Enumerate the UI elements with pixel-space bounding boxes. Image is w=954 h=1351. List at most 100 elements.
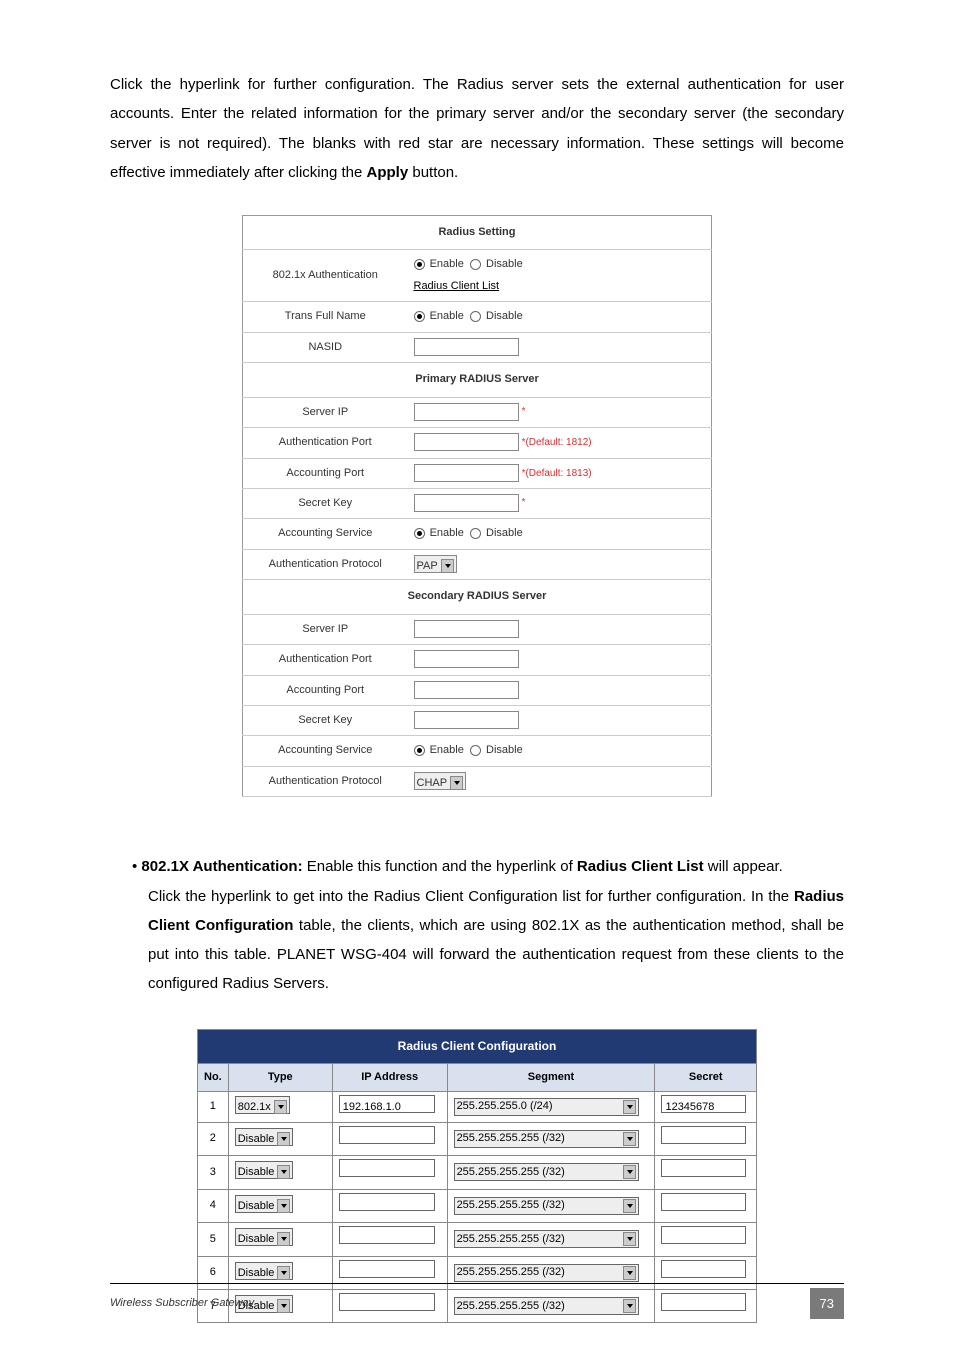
row-no: 3 — [198, 1156, 229, 1189]
disable-text: Disable — [486, 258, 523, 270]
col-ip: IP Address — [332, 1063, 447, 1091]
client-table-title: Radius Client Configuration — [198, 1029, 757, 1063]
intro-text-post: button. — [408, 164, 458, 181]
s-authport-input[interactable] — [414, 650, 519, 668]
row-ip-cell — [332, 1156, 447, 1189]
col-no: No. — [198, 1063, 229, 1091]
segment-select[interactable]: 255.255.255.255 (/32) — [454, 1230, 639, 1248]
s-acct-enable-radio[interactable] — [414, 745, 425, 756]
s-acctport-input[interactable] — [414, 681, 519, 699]
table-row: 5Disable255.255.255.255 (/32) — [198, 1223, 757, 1256]
ip-input[interactable] — [339, 1159, 436, 1177]
secret-input[interactable]: 12345678 — [661, 1095, 745, 1113]
p-secret-input[interactable] — [414, 494, 519, 512]
trans-full-name-label: Trans Full Name — [243, 302, 408, 332]
auth-disable-radio[interactable] — [470, 259, 481, 270]
type-select[interactable]: Disable — [235, 1161, 294, 1179]
dropdown-arrow-icon — [441, 559, 454, 573]
segment-select[interactable]: 255.255.255.0 (/24) — [454, 1098, 639, 1116]
s-serverip-label: Server IP — [243, 614, 408, 644]
radius-setting-header: Radius Setting — [243, 216, 712, 250]
nasid-input[interactable] — [414, 338, 519, 356]
dropdown-arrow-icon — [623, 1232, 636, 1246]
table-row: 2 Disable 255.255.255.255 (/32) — [198, 1122, 757, 1155]
primary-header: Primary RADIUS Server — [243, 363, 712, 397]
segment-select[interactable]: 255.255.255.255 (/32) — [454, 1197, 639, 1215]
p-acct-enable-radio[interactable] — [414, 528, 425, 539]
nasid-label: NASID — [243, 332, 408, 362]
dropdown-arrow-icon — [274, 1100, 287, 1114]
row-secret-cell — [655, 1122, 757, 1155]
p-acct-disable-radio[interactable] — [470, 528, 481, 539]
dropdown-arrow-icon — [623, 1132, 636, 1146]
ip-input[interactable] — [339, 1260, 436, 1278]
radius-setting-table: Radius Setting 802.1x Authentication Ena… — [242, 215, 712, 797]
ip-input[interactable] — [339, 1226, 436, 1244]
row-secret-cell — [655, 1189, 757, 1222]
p-acctport-hint: *(Default: 1813) — [522, 468, 592, 479]
intro-apply-bold: Apply — [367, 164, 409, 181]
p-authport-input[interactable] — [414, 433, 519, 451]
p-acctport-label: Accounting Port — [243, 458, 408, 488]
row-ip-cell — [332, 1223, 447, 1256]
ip-input[interactable] — [339, 1193, 436, 1211]
table-row: 3 Disable 255.255.255.255 (/32) — [198, 1156, 757, 1189]
dropdown-arrow-icon — [277, 1266, 290, 1280]
s-authport-label: Authentication Port — [243, 645, 408, 675]
secret-input[interactable] — [661, 1260, 745, 1278]
table-row: 4Disable255.255.255.255 (/32) — [198, 1189, 757, 1222]
segment-select[interactable]: 255.255.255.255 (/32) — [454, 1264, 639, 1282]
footer-title: Wireless Subscriber Gateway — [110, 1293, 254, 1314]
dropdown-arrow-icon — [623, 1100, 636, 1114]
row-type-cell: 802.1x — [228, 1092, 332, 1122]
row-secret-cell: 12345678 — [655, 1092, 757, 1122]
row-type-cell: Disable — [228, 1122, 332, 1155]
p-acctport-input[interactable] — [414, 464, 519, 482]
footer-page-number: 73 — [810, 1288, 844, 1319]
trans-disable-radio[interactable] — [470, 311, 481, 322]
row-secret-cell — [655, 1223, 757, 1256]
type-select[interactable]: 802.1x — [235, 1096, 290, 1114]
row-type-cell: Disable — [228, 1189, 332, 1222]
row-seg-cell: 255.255.255.255 (/32) — [447, 1156, 655, 1189]
dropdown-arrow-icon — [277, 1232, 290, 1246]
p-serverip-input[interactable] — [414, 403, 519, 421]
row-seg-cell: 255.255.255.255 (/32) — [447, 1189, 655, 1222]
s-secret-input[interactable] — [414, 711, 519, 729]
segment-select[interactable]: 255.255.255.255 (/32) — [454, 1130, 639, 1148]
s-serverip-input[interactable] — [414, 620, 519, 638]
secret-input[interactable] — [661, 1126, 745, 1144]
secret-input[interactable] — [661, 1159, 745, 1177]
secret-input[interactable] — [661, 1193, 745, 1211]
ip-input[interactable]: 192.168.1.0 — [339, 1095, 436, 1113]
trans-enable-radio[interactable] — [414, 311, 425, 322]
row-ip-cell: 192.168.1.0 — [332, 1092, 447, 1122]
row-no: 2 — [198, 1122, 229, 1155]
radius-client-list-link[interactable]: Radius Client List — [414, 280, 500, 292]
p-secret-label: Secret Key — [243, 488, 408, 518]
auth-enable-radio[interactable] — [414, 259, 425, 270]
dropdown-arrow-icon — [277, 1199, 290, 1213]
s-acctport-label: Accounting Port — [243, 675, 408, 705]
type-select[interactable]: Disable — [235, 1262, 294, 1280]
p-serverip-label: Server IP — [243, 397, 408, 427]
dropdown-arrow-icon — [623, 1165, 636, 1179]
col-type: Type — [228, 1063, 332, 1091]
dropdown-arrow-icon — [450, 776, 463, 790]
row-ip-cell — [332, 1189, 447, 1222]
p-authproto-select[interactable]: PAP — [414, 555, 457, 573]
s-authproto-select[interactable]: CHAP — [414, 772, 467, 790]
dropdown-arrow-icon — [277, 1132, 290, 1146]
type-select[interactable]: Disable — [235, 1228, 294, 1246]
s-acctservice-label: Accounting Service — [243, 736, 408, 766]
table-row: 1802.1x192.168.1.0255.255.255.0 (/24)123… — [198, 1092, 757, 1122]
s-acct-disable-radio[interactable] — [470, 745, 481, 756]
secret-input[interactable] — [661, 1226, 745, 1244]
dropdown-arrow-icon — [623, 1266, 636, 1280]
type-select[interactable]: Disable — [235, 1195, 294, 1213]
segment-select[interactable]: 255.255.255.255 (/32) — [454, 1163, 639, 1181]
intro-paragraph: Click the hyperlink for further configur… — [110, 70, 844, 187]
ip-input[interactable] — [339, 1126, 436, 1144]
row-secret-cell — [655, 1156, 757, 1189]
type-select[interactable]: Disable — [235, 1128, 294, 1146]
